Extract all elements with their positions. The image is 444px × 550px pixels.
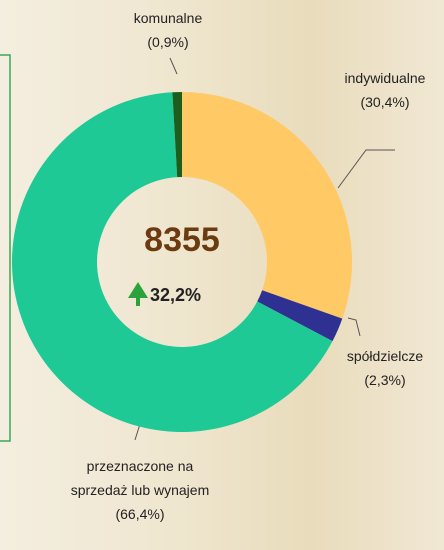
slice-value-label: (30,4%) (360, 94, 410, 110)
side-panel (0, 54, 11, 442)
donut-slice (257, 290, 343, 342)
center-change: 32,2% (150, 285, 201, 305)
slice-value-label: (2,3%) (364, 372, 406, 388)
slice-label: indywidualne (344, 70, 426, 86)
donut-slice (182, 92, 352, 319)
slice-value-label: (0,9%) (147, 34, 189, 50)
up-arrow (128, 282, 148, 306)
slice-label: przeznaczone na sprzedaż lub wynajem (70, 458, 210, 498)
leader-line (169, 57, 178, 75)
slice-label: spółdzielcze (346, 348, 424, 364)
leader-line (347, 317, 361, 337)
slice-label: komunalne (133, 10, 203, 26)
donut-slice (172, 92, 182, 178)
leader-line (337, 149, 395, 189)
slice-value-label: (66,4%) (115, 506, 165, 522)
donut-slice (12, 92, 333, 432)
center-value: 8355 (144, 221, 220, 259)
